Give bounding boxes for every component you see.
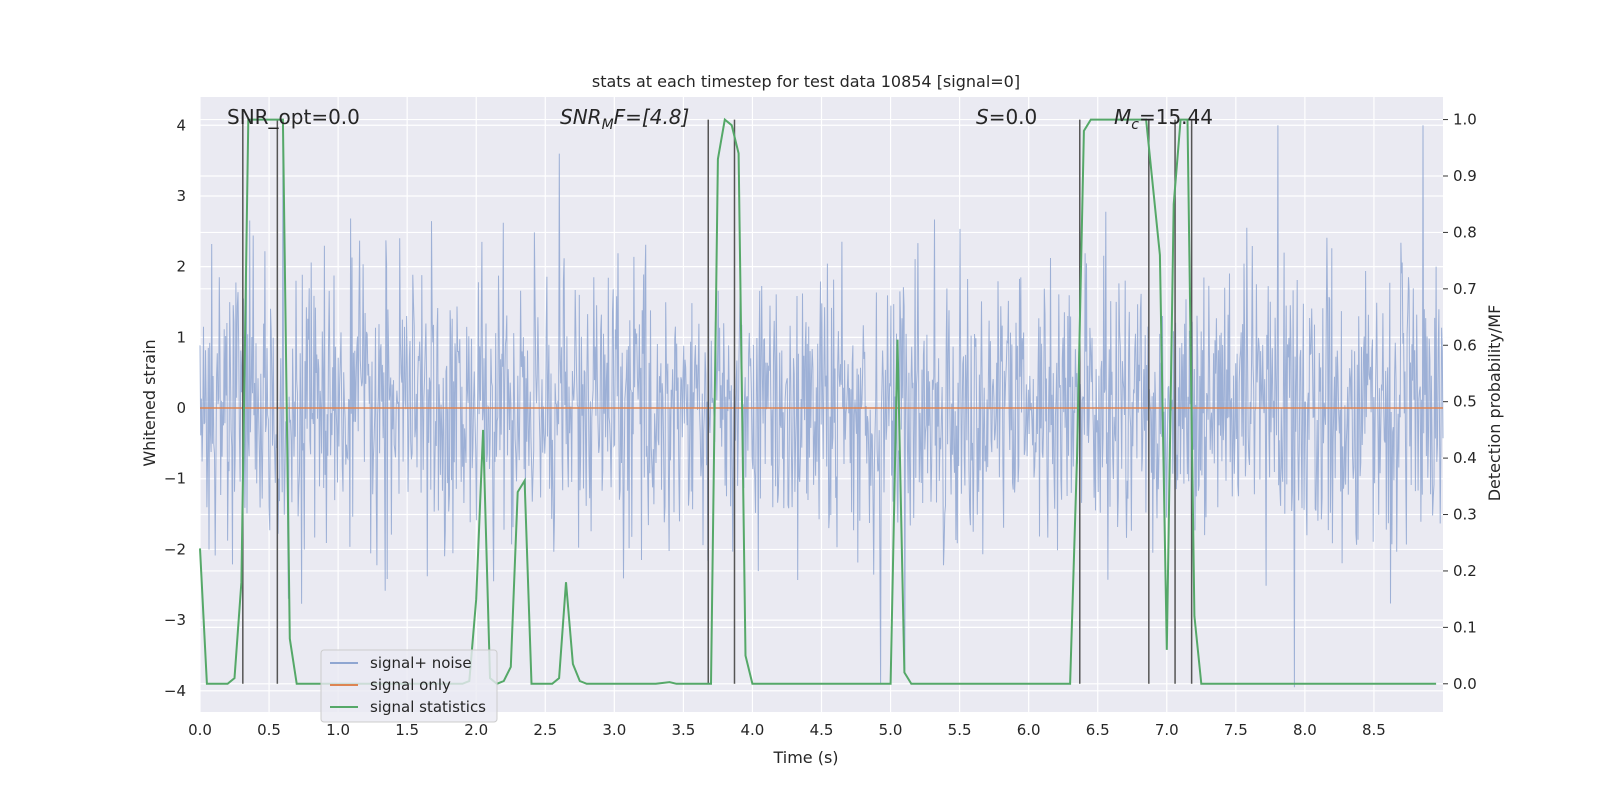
- y-tick-label: 0: [176, 399, 186, 417]
- x-tick-label: 3.0: [602, 721, 626, 739]
- x-tick-label: 7.5: [1224, 721, 1248, 739]
- y-tick-label: −2: [164, 540, 186, 558]
- annotation-snr-opt: SNR_opt=0.0: [227, 105, 360, 129]
- x-tick-label: 5.5: [948, 721, 972, 739]
- snr-mf-sub: M: [602, 117, 614, 133]
- legend-label-stats: signal statistics: [370, 698, 486, 716]
- legend-label-signal: signal only: [370, 676, 451, 694]
- y-tick-label: 3: [176, 187, 186, 205]
- y-tick-label: −3: [164, 611, 186, 629]
- x-tick-label: 3.5: [671, 721, 695, 739]
- y-tick-label: 2: [176, 258, 186, 276]
- y-right-tick-label: 1.0: [1453, 111, 1477, 129]
- x-tick-label: 0.0: [188, 721, 212, 739]
- y-right-tick-label: 0.3: [1453, 506, 1477, 524]
- x-tick-label: 0.5: [257, 721, 281, 739]
- y-right-tick-label: 0.0: [1453, 675, 1477, 693]
- y-tick-label: 4: [176, 116, 186, 134]
- noise-series: [199, 125, 1444, 688]
- x-tick-label: 6.5: [1086, 721, 1110, 739]
- x-tick-label: 5.0: [879, 721, 903, 739]
- chart-title: stats at each timestep for test data 108…: [592, 72, 1020, 91]
- axis-ticks: 0.0 0.5 1.0 1.5 2.0 2.5 3.0 3.5 4.0 4.5 5.0 5.5 6.0 6…: [164, 111, 1477, 739]
- x-tick-label: 8.0: [1293, 721, 1317, 739]
- mc-name: M: [1114, 105, 1131, 129]
- x-tick-label: 2.5: [533, 721, 557, 739]
- x-tick-label: 4.0: [741, 721, 765, 739]
- x-tick-label: 2.0: [464, 721, 488, 739]
- mc-rest: =15.44: [1139, 105, 1213, 129]
- y-right-tick-label: 0.4: [1453, 449, 1477, 467]
- x-tick-label: 8.5: [1362, 721, 1386, 739]
- noise-line: [199, 125, 1444, 688]
- s-name: S: [976, 105, 989, 129]
- y-right-tick-label: 0.5: [1453, 393, 1477, 411]
- y-axis-label: Whitened strain: [140, 339, 159, 466]
- y-tick-label: −4: [164, 682, 186, 700]
- annotation-mc: Mc=15.44: [1114, 105, 1213, 133]
- y-tick-label: −1: [164, 470, 186, 488]
- y-right-tick-label: 0.9: [1453, 167, 1477, 185]
- legend-label-noise: signal+ noise: [370, 654, 472, 672]
- y-tick-label: 1: [176, 328, 186, 346]
- signal-statistics-line: [199, 117, 1437, 685]
- mc-sub: c: [1131, 117, 1139, 133]
- y-axis-right-label: Detection probability/MF: [1485, 305, 1504, 502]
- legend: signal+ noise signal only signal statist…: [320, 649, 498, 723]
- x-tick-label: 6.0: [1017, 721, 1041, 739]
- snr-mf-rest: F=[4.8]: [614, 105, 690, 129]
- y-right-tick-label: 0.7: [1453, 280, 1477, 298]
- x-tick-label: 1.5: [395, 721, 419, 739]
- x-tick-label: 7.0: [1155, 721, 1179, 739]
- signal-statistics-series: [199, 117, 1437, 685]
- y-right-tick-label: 0.2: [1453, 562, 1477, 580]
- y-right-tick-label: 0.1: [1453, 618, 1477, 636]
- annotation-snr-mf: SNRMF=[4.8]: [560, 105, 689, 133]
- x-axis-label: Time (s): [772, 748, 838, 767]
- x-tick-label: 4.5: [810, 721, 834, 739]
- snr-mf-name: SNR: [560, 105, 602, 129]
- x-tick-label: 1.0: [326, 721, 350, 739]
- annotation-s: S=0.0: [976, 105, 1037, 129]
- y-right-tick-label: 0.8: [1453, 223, 1477, 241]
- y-right-tick-label: 0.6: [1453, 336, 1477, 354]
- legend-box: [320, 649, 498, 723]
- s-rest: =0.0: [989, 105, 1038, 129]
